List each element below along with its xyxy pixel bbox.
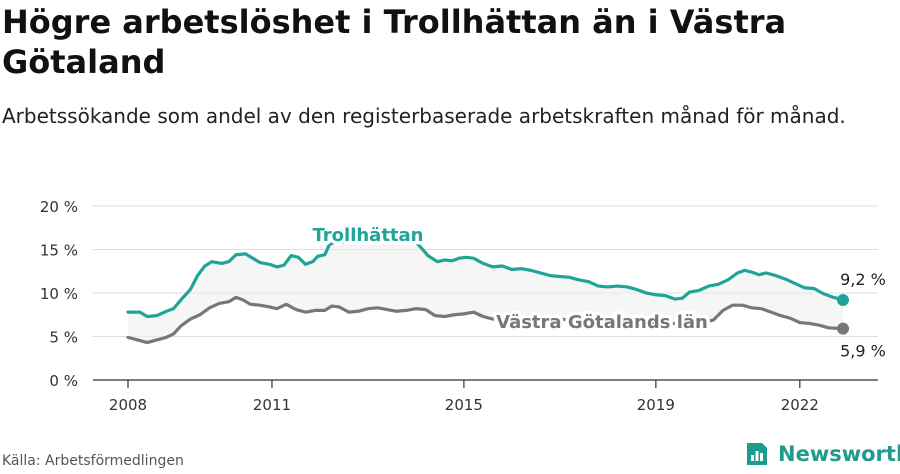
vastra-gotaland-end-point: [837, 322, 849, 335]
trollhattan-end-point: [837, 293, 849, 306]
y-tick-label-4: 20 %: [40, 198, 78, 216]
vastra-gotaland-end-label: 5,9 %: [840, 342, 886, 361]
x-tick-label-0: 2008: [109, 396, 147, 414]
vastra-gotaland-series-label: Västra Götalands län: [496, 312, 708, 333]
brand-name: Newsworthy: [778, 442, 900, 466]
x-axis: 2008 2011 2015 2019 2022: [93, 379, 878, 414]
x-tick-label-1: 2011: [253, 396, 291, 414]
newsworthy-logo-icon: [747, 443, 767, 465]
source-note: Källa: Arbetsförmedlingen: [2, 453, 184, 469]
trollhattan-series-label: Trollhättan: [312, 225, 423, 246]
y-tick-label-0: 0 %: [49, 372, 78, 390]
x-tick-label-2: 2015: [445, 396, 483, 414]
brand-logo[interactable]: Newsworthy: [744, 441, 900, 467]
y-tick-label-1: 5 %: [49, 329, 78, 347]
vastra-gotaland-line: [126, 295, 845, 345]
y-axis-ticks: 0 % 5 % 10 % 15 % 20 %: [40, 198, 78, 390]
trollhattan-end-label: 9,2 %: [840, 270, 886, 289]
chart-title: Högre arbetslöshet i Trollhättan än i Vä…: [2, 3, 787, 81]
x-tick-label-4: 2022: [781, 396, 819, 414]
chart-subtitle: Arbetssökande som andel av den registerb…: [2, 104, 846, 128]
series-labels: 9,2 % 5,9 % Trollhättan Västra Götalands lä…: [309, 222, 886, 361]
series-lines: [126, 236, 849, 345]
x-tick-label-3: 2019: [637, 396, 675, 414]
y-tick-label-3: 15 %: [40, 242, 78, 260]
trollhattan-line: [126, 236, 845, 319]
y-tick-label-2: 10 %: [40, 285, 78, 303]
